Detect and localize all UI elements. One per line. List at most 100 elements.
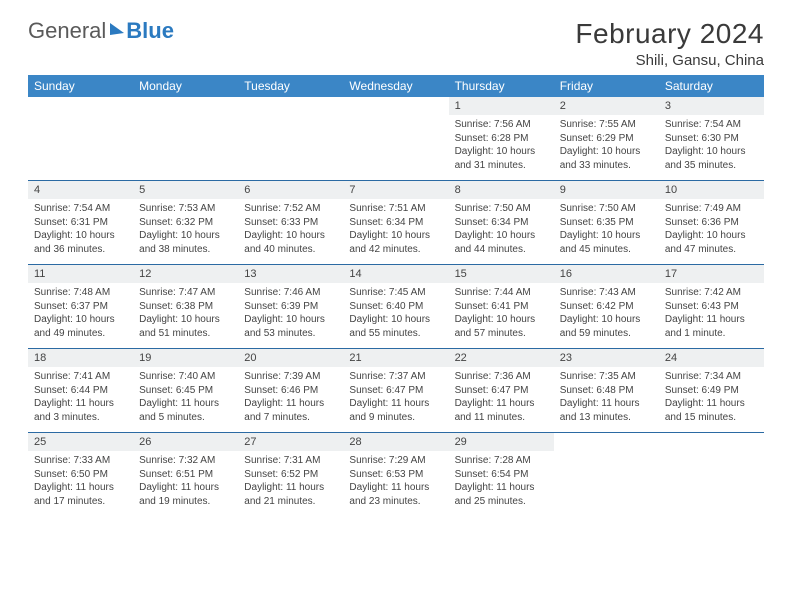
- day-detail-cell: Sunrise: 7:40 AMSunset: 6:45 PMDaylight:…: [133, 367, 238, 433]
- day-detail-line: Sunrise: 7:51 AM: [349, 202, 442, 216]
- day-detail-cell: Sunrise: 7:54 AMSunset: 6:30 PMDaylight:…: [659, 115, 764, 181]
- day-number-cell: 6: [238, 181, 343, 199]
- day-detail-line: Daylight: 11 hours: [139, 481, 232, 495]
- day-detail-line: Sunset: 6:41 PM: [455, 300, 548, 314]
- day-detail-line: Sunset: 6:31 PM: [34, 216, 127, 230]
- day-number-cell: 21: [343, 349, 448, 367]
- day-detail-line: Sunrise: 7:41 AM: [34, 370, 127, 384]
- day-number-cell: 8: [449, 181, 554, 199]
- day-detail-line: Daylight: 10 hours: [455, 229, 548, 243]
- day-detail-line: Sunset: 6:46 PM: [244, 384, 337, 398]
- day-number-cell: [133, 97, 238, 115]
- day-header-cell: Friday: [554, 75, 659, 97]
- day-detail-cell: Sunrise: 7:48 AMSunset: 6:37 PMDaylight:…: [28, 283, 133, 349]
- day-detail-cell: [659, 451, 764, 516]
- day-number-cell: 19: [133, 349, 238, 367]
- day-detail-line: Daylight: 11 hours: [139, 397, 232, 411]
- day-detail-cell: Sunrise: 7:44 AMSunset: 6:41 PMDaylight:…: [449, 283, 554, 349]
- day-detail-line: Sunrise: 7:54 AM: [665, 118, 758, 132]
- day-detail-cell: Sunrise: 7:36 AMSunset: 6:47 PMDaylight:…: [449, 367, 554, 433]
- day-detail-line: Sunset: 6:54 PM: [455, 468, 548, 482]
- day-detail-line: Sunrise: 7:35 AM: [560, 370, 653, 384]
- day-detail-line: and 23 minutes.: [349, 495, 442, 509]
- day-number-cell: 3: [659, 97, 764, 115]
- day-detail-cell: Sunrise: 7:32 AMSunset: 6:51 PMDaylight:…: [133, 451, 238, 516]
- day-detail-line: and 21 minutes.: [244, 495, 337, 509]
- day-detail-line: Sunrise: 7:39 AM: [244, 370, 337, 384]
- day-number-cell: 14: [343, 265, 448, 283]
- day-detail-line: Daylight: 10 hours: [34, 229, 127, 243]
- day-number-row: 123: [28, 97, 764, 115]
- day-detail-cell: Sunrise: 7:42 AMSunset: 6:43 PMDaylight:…: [659, 283, 764, 349]
- day-detail-row: Sunrise: 7:48 AMSunset: 6:37 PMDaylight:…: [28, 283, 764, 349]
- day-number-cell: [659, 433, 764, 451]
- day-detail-line: Daylight: 11 hours: [349, 481, 442, 495]
- day-detail-line: Sunset: 6:42 PM: [560, 300, 653, 314]
- day-detail-line: Sunset: 6:36 PM: [665, 216, 758, 230]
- day-number-cell: 13: [238, 265, 343, 283]
- day-detail-line: and 51 minutes.: [139, 327, 232, 341]
- day-header-cell: Wednesday: [343, 75, 448, 97]
- day-detail-line: Sunrise: 7:31 AM: [244, 454, 337, 468]
- day-number-cell: 16: [554, 265, 659, 283]
- day-detail-line: and 17 minutes.: [34, 495, 127, 509]
- logo: General Blue: [28, 18, 174, 44]
- day-detail-cell: Sunrise: 7:45 AMSunset: 6:40 PMDaylight:…: [343, 283, 448, 349]
- day-number-cell: 7: [343, 181, 448, 199]
- day-detail-line: Sunset: 6:30 PM: [665, 132, 758, 146]
- day-detail-line: and 45 minutes.: [560, 243, 653, 257]
- day-number-cell: 17: [659, 265, 764, 283]
- day-number-row: 45678910: [28, 181, 764, 199]
- calendar-table: SundayMondayTuesdayWednesdayThursdayFrid…: [28, 75, 764, 516]
- day-detail-line: Daylight: 11 hours: [455, 481, 548, 495]
- day-detail-line: Daylight: 10 hours: [560, 313, 653, 327]
- day-detail-line: and 59 minutes.: [560, 327, 653, 341]
- day-detail-cell: Sunrise: 7:51 AMSunset: 6:34 PMDaylight:…: [343, 199, 448, 265]
- day-number-cell: 29: [449, 433, 554, 451]
- day-detail-line: and 55 minutes.: [349, 327, 442, 341]
- day-detail-line: and 36 minutes.: [34, 243, 127, 257]
- day-detail-line: Daylight: 11 hours: [560, 397, 653, 411]
- day-detail-line: and 5 minutes.: [139, 411, 232, 425]
- day-detail-line: Daylight: 11 hours: [349, 397, 442, 411]
- day-detail-line: Sunrise: 7:40 AM: [139, 370, 232, 384]
- day-detail-line: Sunset: 6:39 PM: [244, 300, 337, 314]
- day-detail-row: Sunrise: 7:41 AMSunset: 6:44 PMDaylight:…: [28, 367, 764, 433]
- day-detail-line: Sunset: 6:48 PM: [560, 384, 653, 398]
- day-number-cell: 15: [449, 265, 554, 283]
- day-detail-cell: Sunrise: 7:54 AMSunset: 6:31 PMDaylight:…: [28, 199, 133, 265]
- day-number-cell: 2: [554, 97, 659, 115]
- day-detail-line: Sunrise: 7:47 AM: [139, 286, 232, 300]
- day-detail-line: Daylight: 10 hours: [560, 145, 653, 159]
- day-detail-line: Sunrise: 7:34 AM: [665, 370, 758, 384]
- day-detail-line: Sunrise: 7:50 AM: [560, 202, 653, 216]
- day-detail-line: Sunrise: 7:32 AM: [139, 454, 232, 468]
- day-detail-cell: Sunrise: 7:47 AMSunset: 6:38 PMDaylight:…: [133, 283, 238, 349]
- day-detail-line: and 7 minutes.: [244, 411, 337, 425]
- day-detail-cell: Sunrise: 7:55 AMSunset: 6:29 PMDaylight:…: [554, 115, 659, 181]
- day-detail-cell: Sunrise: 7:29 AMSunset: 6:53 PMDaylight:…: [343, 451, 448, 516]
- day-number-cell: 25: [28, 433, 133, 451]
- day-detail-line: and 42 minutes.: [349, 243, 442, 257]
- day-detail-line: Sunset: 6:49 PM: [665, 384, 758, 398]
- day-detail-line: and 3 minutes.: [34, 411, 127, 425]
- day-detail-line: and 47 minutes.: [665, 243, 758, 257]
- day-detail-line: Sunrise: 7:45 AM: [349, 286, 442, 300]
- day-detail-line: Daylight: 10 hours: [560, 229, 653, 243]
- day-number-cell: [554, 433, 659, 451]
- title-block: February 2024 Shili, Gansu, China: [575, 18, 764, 69]
- day-number-cell: [238, 97, 343, 115]
- day-detail-cell: Sunrise: 7:41 AMSunset: 6:44 PMDaylight:…: [28, 367, 133, 433]
- day-detail-cell: Sunrise: 7:34 AMSunset: 6:49 PMDaylight:…: [659, 367, 764, 433]
- day-detail-line: Daylight: 10 hours: [349, 229, 442, 243]
- day-number-cell: 27: [238, 433, 343, 451]
- day-detail-line: and 53 minutes.: [244, 327, 337, 341]
- day-detail-line: Sunrise: 7:29 AM: [349, 454, 442, 468]
- day-detail-line: Daylight: 11 hours: [34, 397, 127, 411]
- day-detail-cell: [133, 115, 238, 181]
- day-detail-line: Daylight: 10 hours: [349, 313, 442, 327]
- location-text: Shili, Gansu, China: [575, 52, 764, 69]
- day-detail-line: Sunrise: 7:43 AM: [560, 286, 653, 300]
- day-detail-line: Daylight: 11 hours: [34, 481, 127, 495]
- day-number-cell: 28: [343, 433, 448, 451]
